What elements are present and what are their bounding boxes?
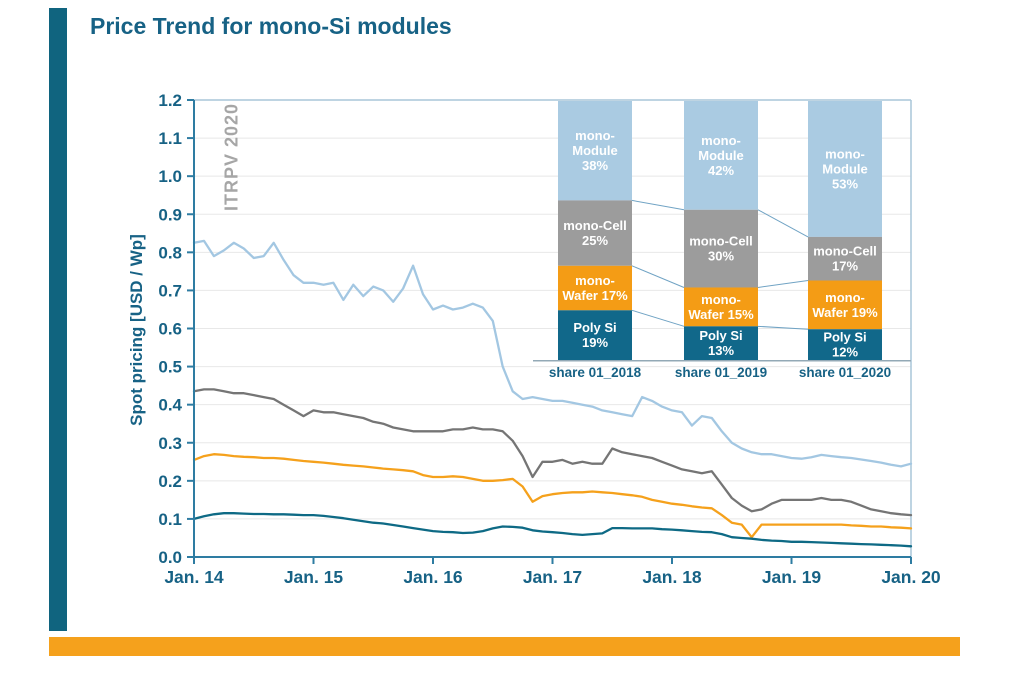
inset-bar-label: mono- xyxy=(701,133,741,148)
inset-connector xyxy=(757,280,809,288)
inset-bar-label: Wafer 19% xyxy=(812,305,878,320)
inset-category-label: share 01_2019 xyxy=(675,365,767,380)
inset-connector xyxy=(631,265,685,288)
x-tick-label: Jan. 17 xyxy=(523,567,582,587)
inset-bar-label: Wafer 17% xyxy=(562,288,628,303)
x-tick-label: Jan. 16 xyxy=(403,567,463,587)
inset-bar-label: mono-Cell xyxy=(813,244,877,259)
series-line-mono-module xyxy=(192,239,913,468)
inset-bar-label: 19% xyxy=(582,335,608,350)
inset-bar-segment xyxy=(684,326,758,360)
series-line-poly-si xyxy=(192,512,913,548)
y-tick-label: 0.0 xyxy=(158,548,182,567)
inset-bar-label: Wafer 15% xyxy=(688,307,754,322)
inset-bar-label: Module xyxy=(572,143,618,158)
inset-bar-label: 42% xyxy=(708,163,734,178)
inset-bar-label: mono- xyxy=(575,128,615,143)
x-tick-label: Jan. 19 xyxy=(762,567,822,587)
y-tick-label: 1.1 xyxy=(158,129,182,148)
y-tick-label: 0.9 xyxy=(158,205,182,224)
inset-bar-segment xyxy=(558,265,632,311)
inset-bar-label: mono- xyxy=(825,290,865,305)
inset-bar-segment xyxy=(558,101,632,201)
y-tick-label: 0.7 xyxy=(158,281,182,300)
y-tick-label: 0.2 xyxy=(158,472,182,491)
x-tick-label: Jan. 18 xyxy=(642,567,702,587)
inset-bar-segment xyxy=(684,287,758,327)
y-tick-label: 1.2 xyxy=(158,91,182,110)
inset-bar-segment xyxy=(684,101,758,210)
y-tick-label: 0.3 xyxy=(158,434,182,453)
y-tick-label: 0.5 xyxy=(158,358,182,377)
y-tick-label: 0.6 xyxy=(158,320,182,339)
inset-bar-label: Poly Si xyxy=(823,330,866,345)
inset-bar-label: 25% xyxy=(582,233,608,248)
inset-bar-label: 17% xyxy=(832,259,858,274)
inset-bar-label: Module xyxy=(822,161,868,176)
inset-bar-segment xyxy=(808,101,882,237)
inset-bar-label: Poly Si xyxy=(699,328,742,343)
page-title: Price Trend for mono-Si modules xyxy=(90,13,452,39)
inset-connector xyxy=(757,325,809,330)
watermark-itrpv: ITRPV 2020 xyxy=(221,102,242,212)
inset-bar-segment xyxy=(808,329,882,360)
inset-bar-label: Poly Si xyxy=(573,320,616,335)
inset-bar-segment xyxy=(558,200,632,266)
inset-bar-label: mono- xyxy=(701,292,741,307)
inset-connector xyxy=(631,309,685,327)
inset-bar-segment xyxy=(558,310,632,360)
inset-bar-label: 13% xyxy=(708,343,734,358)
inset-connector xyxy=(631,199,685,211)
y-tick-label: 0.1 xyxy=(158,510,182,529)
inset-bar-label: mono-Cell xyxy=(689,234,753,249)
inset-bar-label: 30% xyxy=(708,249,734,264)
bottom-accent-bar xyxy=(49,637,960,656)
series-line-mono-cell xyxy=(192,388,913,517)
inset-bar-label: Module xyxy=(698,148,744,163)
inset-connector xyxy=(757,209,809,238)
series-line-mono-wafer xyxy=(192,453,913,539)
y-tick-label: 0.8 xyxy=(158,243,182,262)
y-tick-label: 1.0 xyxy=(158,167,182,186)
inset-bar-segment xyxy=(808,236,882,281)
inset-bar-label: 12% xyxy=(832,345,858,360)
inset-bar-label: 53% xyxy=(832,176,858,191)
inset-bar-segment xyxy=(684,209,758,288)
inset-bar-label: 38% xyxy=(582,158,608,173)
inset-bar-segment xyxy=(808,280,882,330)
inset-bar-label: mono- xyxy=(825,146,865,161)
y-axis-title: Spot pricing [USD / Wp] xyxy=(127,234,146,426)
y-tick-label: 0.4 xyxy=(158,396,182,415)
inset-category-label: share 01_2018 xyxy=(549,365,642,380)
inset-bar-label: mono-Cell xyxy=(563,218,627,233)
x-tick-label: Jan. 15 xyxy=(284,567,344,587)
inset-bar-label: mono- xyxy=(575,273,615,288)
x-tick-label: Jan. 20 xyxy=(881,567,941,587)
inset-category-label: share 01_2020 xyxy=(799,365,891,380)
left-accent-bar xyxy=(49,8,67,631)
x-tick-label: Jan. 14 xyxy=(164,567,224,587)
